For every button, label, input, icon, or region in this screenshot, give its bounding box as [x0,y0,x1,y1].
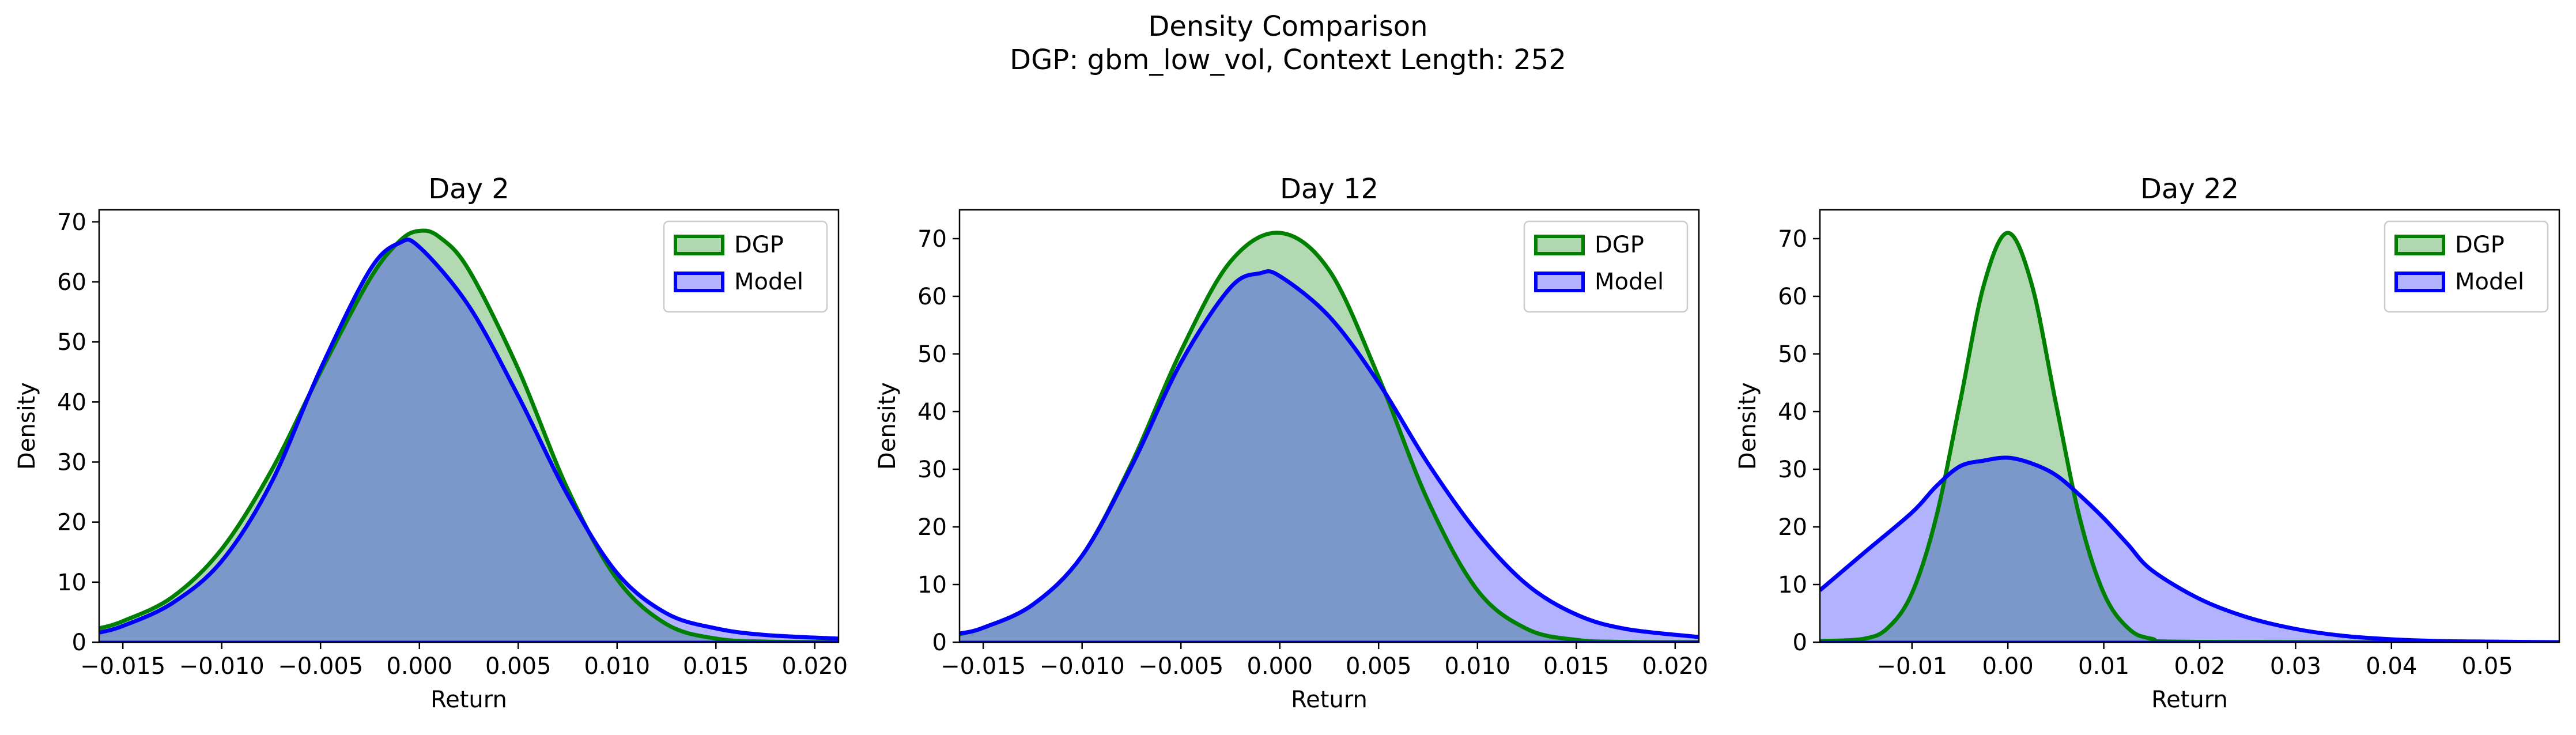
legend-label: DGP [1595,232,1644,258]
y-tick-label: 30 [917,457,947,483]
series-fill-dgp [960,232,1699,642]
x-tick-label: 0.010 [1445,653,1511,680]
x-tick-label: 0.02 [2174,653,2225,680]
axes-frame [1819,209,2560,643]
y-tick-label: 30 [1778,457,1807,483]
legend-swatch-model [674,272,724,292]
y-axis-label: Density [874,382,901,470]
legend-swatch-model [2394,272,2445,292]
x-tick-label: 0.03 [2270,653,2321,680]
plot-area [960,231,1699,642]
y-tick-label: 30 [57,450,86,476]
y-tick-label: 70 [1778,226,1807,252]
subplot-title: Day 2 [428,173,509,205]
legend: DGP Model [1523,220,1689,313]
y-tick-label: 20 [1778,514,1807,541]
y-tick-label: 50 [57,329,86,356]
plot-area [1820,231,2559,642]
y-tick-label: 0 [1793,630,1807,656]
legend: DGP Model [663,220,828,313]
x-tick-label: −0.010 [1040,653,1125,680]
x-tick-label: 0.04 [2366,653,2417,680]
x-tick-label: 0.020 [1642,653,1709,680]
x-tick-label: 0.010 [584,653,651,680]
x-tick-label: 0.000 [1247,653,1313,680]
y-tick-label: 20 [57,510,86,536]
y-tick-label: 60 [57,269,86,296]
x-tick-label: −0.01 [1876,653,1947,680]
y-tick-label: 40 [917,399,947,425]
x-tick-label: −0.015 [80,653,165,680]
subplot-title: Day 12 [1280,173,1378,205]
subplot-2: −0.015 −0.010 −0.005 0.000 0.005 0.010 0.015 0.… [874,173,1708,713]
x-tick-label: 0.00 [1982,653,2034,680]
x-tick-label: −0.005 [278,653,363,680]
y-tick-label: 10 [1778,572,1807,598]
figure-subtitle: DGP: gbm_low_vol, Context Length: 252 [1010,44,1566,76]
y-tick-label: 40 [57,389,86,416]
series-fill-dgp [1820,233,2559,642]
x-axis-label: Return [1291,687,1368,713]
x-tick-label: 0.000 [386,653,452,680]
x-tick-label: −0.015 [940,653,1026,680]
y-tick-label: 70 [57,209,86,236]
y-tick-label: 60 [1778,284,1807,310]
series-fill-model [1820,457,2559,642]
series-line-dgp [1820,231,2559,642]
legend-label: Model [1595,269,1664,295]
x-tick-label: −0.010 [179,653,265,680]
x-tick-label: 0.01 [2078,653,2129,680]
x-tick-label: 0.005 [1346,653,1412,680]
figure-title: Density Comparison [1148,10,1427,43]
series-fill-model [960,271,1699,642]
x-tick-label: −0.005 [1138,653,1223,680]
legend-label: DGP [2455,232,2505,258]
legend-label: DGP [734,232,784,258]
y-tick-label: 10 [57,570,86,596]
legend-label: Model [734,269,803,295]
legend-swatch-model [1534,272,1585,292]
y-tick-label: 60 [917,284,947,310]
series-line-model [960,269,1699,639]
series-line-model [99,238,838,641]
series-line-model [1820,455,2559,642]
axes-frame [958,209,1700,643]
legend: DGP Model [2384,220,2549,313]
y-tick-label: 50 [917,341,947,368]
y-tick-label: 10 [917,572,947,598]
x-tick-label: 0.015 [683,653,749,680]
subplot-panels: −0.015 −0.010 −0.005 0.000 0.005 0.010 0.015 0.… [14,173,2560,713]
x-tick-label: 0.020 [782,653,848,680]
x-tick-label: 0.015 [1543,653,1610,680]
x-tick-label: 0.05 [2462,653,2513,680]
series-line-dgp [99,228,838,642]
legend-swatch-dgp [1534,235,1585,255]
y-tick-label: 70 [917,226,947,252]
y-tick-label: 50 [1778,341,1807,368]
legend-label: Model [2455,269,2524,295]
legend-swatch-dgp [2394,235,2445,255]
axes-frame [98,209,840,643]
y-axis-label: Density [14,382,40,470]
legend-swatch-dgp [674,235,724,255]
series-fill-model [99,239,838,642]
y-tick-label: 0 [932,630,947,656]
x-tick-label: 0.005 [485,653,552,680]
series-fill-dgp [99,230,838,642]
x-axis-label: Return [2151,687,2228,713]
y-tick-label: 20 [917,514,947,541]
y-tick-label: 0 [72,630,86,656]
subplot-title: Day 22 [2140,173,2239,205]
subplot-3: −0.01 0.00 0.01 0.02 0.03 0.04 0.05 0 10 20 30 40 50… [1735,173,2560,713]
plot-area [99,228,838,642]
x-axis-label: Return [430,687,507,713]
y-tick-label: 40 [1778,399,1807,425]
subplot-1: −0.015 −0.010 −0.005 0.000 0.005 0.010 0.015 0.… [14,173,848,713]
y-axis-label: Density [1735,382,1761,470]
